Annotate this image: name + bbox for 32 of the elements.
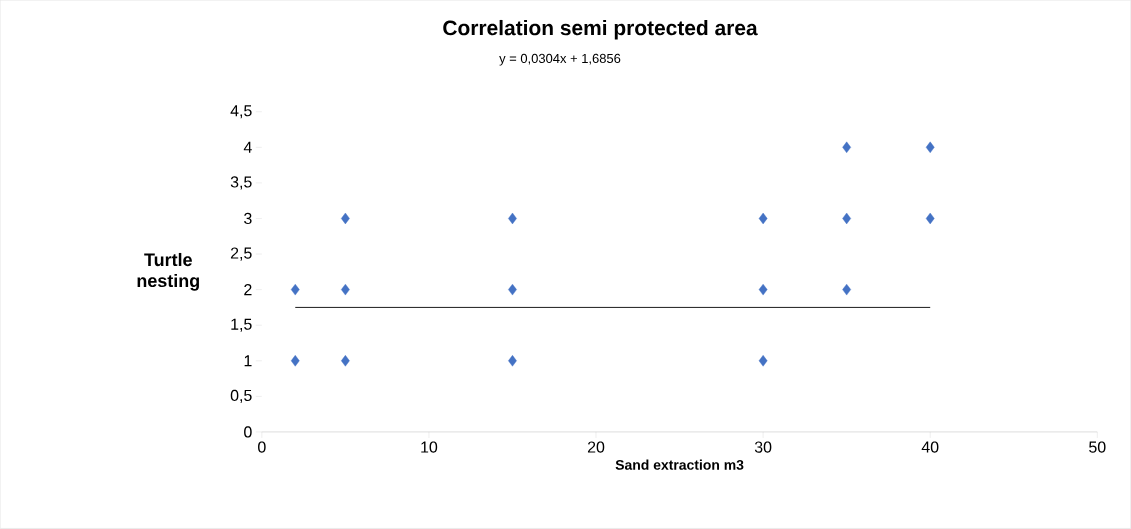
y-tick-label: 0 (244, 426, 252, 438)
point (758, 212, 768, 225)
point (508, 284, 517, 296)
point (758, 355, 768, 367)
point (842, 284, 851, 296)
point (290, 355, 300, 367)
chart-subtitle: y = 0,0304x + 1,6856 (499, 54, 621, 66)
x-tick-label: 50 (1089, 441, 1106, 453)
chart-title: Correlation semi protected area (443, 20, 758, 40)
y-tick-label: 1 (244, 355, 252, 367)
point (290, 284, 300, 296)
point (925, 141, 935, 154)
x-axis-title: Sand extraction m3 (615, 459, 744, 471)
y-tick-label: 4,5 (230, 105, 252, 119)
point (758, 284, 768, 296)
x-tick-label: 0 (258, 441, 266, 453)
point (925, 212, 935, 225)
x-tick-label: 20 (587, 441, 605, 453)
y-tick-label: 3 (244, 212, 252, 225)
point (341, 284, 350, 296)
y-tick-label: 2,5 (230, 247, 252, 261)
point (341, 355, 350, 367)
y-tick-label: 4 (243, 141, 252, 153)
x-tick-label: 40 (921, 441, 939, 453)
y-tick-label: 0,5 (230, 389, 252, 404)
y-tick-label: 3,5 (230, 176, 252, 190)
point (508, 355, 517, 367)
y-tick-label: 2 (244, 284, 252, 296)
x-tick-label: 10 (421, 441, 438, 453)
y-tick-label: 1,5 (231, 318, 252, 332)
y-axis-title: Turtle nesting (137, 253, 199, 291)
x-tick-label: 30 (754, 441, 772, 453)
